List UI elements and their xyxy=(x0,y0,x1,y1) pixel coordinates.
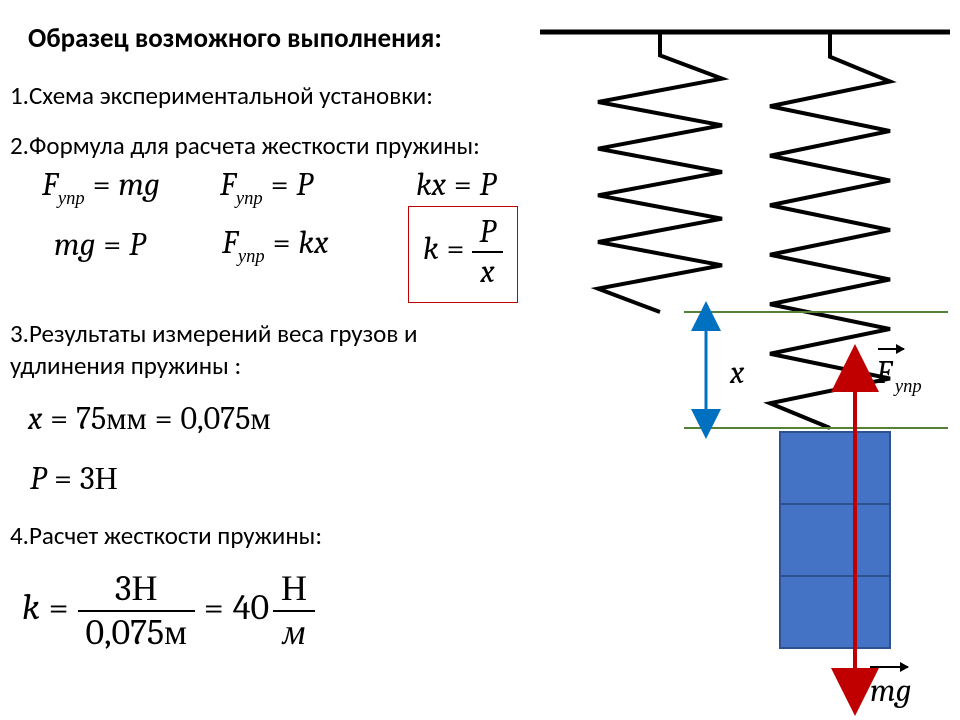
item-1: 1.Схема экспериментальной установки: xyxy=(10,80,433,111)
x-value: x=75мм=0,075м xyxy=(28,400,271,437)
item-3b: удлинения пружины : xyxy=(10,350,241,381)
Fupr-vector-label: Fупр xyxy=(876,354,922,396)
p-value: P=3Н xyxy=(30,460,118,497)
page-title: Образец возможного выполнения: xyxy=(28,22,442,55)
mg-vector-label: mg xyxy=(870,672,911,709)
item-4: 4.Расчет жесткости пружины: xyxy=(10,520,322,551)
formula-Fupr-mg: Fупр=mg xyxy=(42,166,160,208)
k-calculation: k=3Н0,075м=40Нм xyxy=(22,570,315,652)
formula-k-Px-box: k=Px xyxy=(408,206,518,303)
formula-mg-P: mg=P xyxy=(54,226,145,263)
formula-Fupr-P: Fупр=P xyxy=(220,166,313,208)
formula-Fupr-kx: Fупр=kx xyxy=(222,224,328,266)
item-2: 2.Формула для расчета жесткости пружины: xyxy=(10,130,480,161)
formula-kx-P: kx=P xyxy=(416,166,496,203)
x-label: x xyxy=(730,354,744,391)
item-3a: 3.Результаты измерений веса грузов и xyxy=(10,318,417,349)
